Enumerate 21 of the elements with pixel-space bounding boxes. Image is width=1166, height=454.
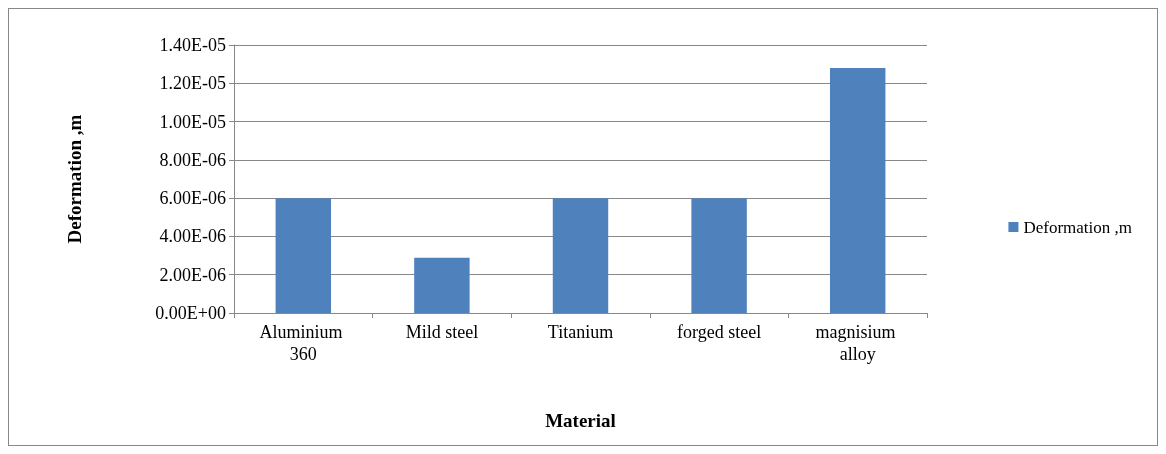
y-tick-label: 4.00E-06 [159, 226, 226, 247]
bar [552, 198, 609, 313]
y-axis-title: Deformation ,m [64, 114, 85, 244]
y-tick-label: 2.00E-06 [159, 264, 226, 285]
bar [275, 198, 332, 313]
bar [829, 67, 886, 313]
legend-label: Deformation ,m [1023, 217, 1133, 237]
x-tick-label: forged steel [677, 322, 762, 342]
x-axis-title: Material [545, 410, 616, 431]
x-tick-label: magnisium alloy [815, 322, 900, 364]
bar [414, 257, 470, 313]
y-tick-label: 8.00E-06 [159, 149, 226, 170]
y-tick-label: 1.00E-05 [159, 111, 226, 132]
x-tick-label: Titanium [547, 322, 614, 342]
y-tick-label: 0.00E+00 [155, 303, 226, 323]
bar [691, 198, 747, 313]
y-tick-label: 1.40E-05 [159, 35, 226, 55]
x-tick-label: Aluminium 360 [259, 322, 348, 364]
x-tick-label: Mild steel [405, 322, 479, 342]
y-tick-label: 6.00E-06 [159, 188, 226, 209]
y-tick-label: 1.20E-05 [159, 73, 226, 94]
